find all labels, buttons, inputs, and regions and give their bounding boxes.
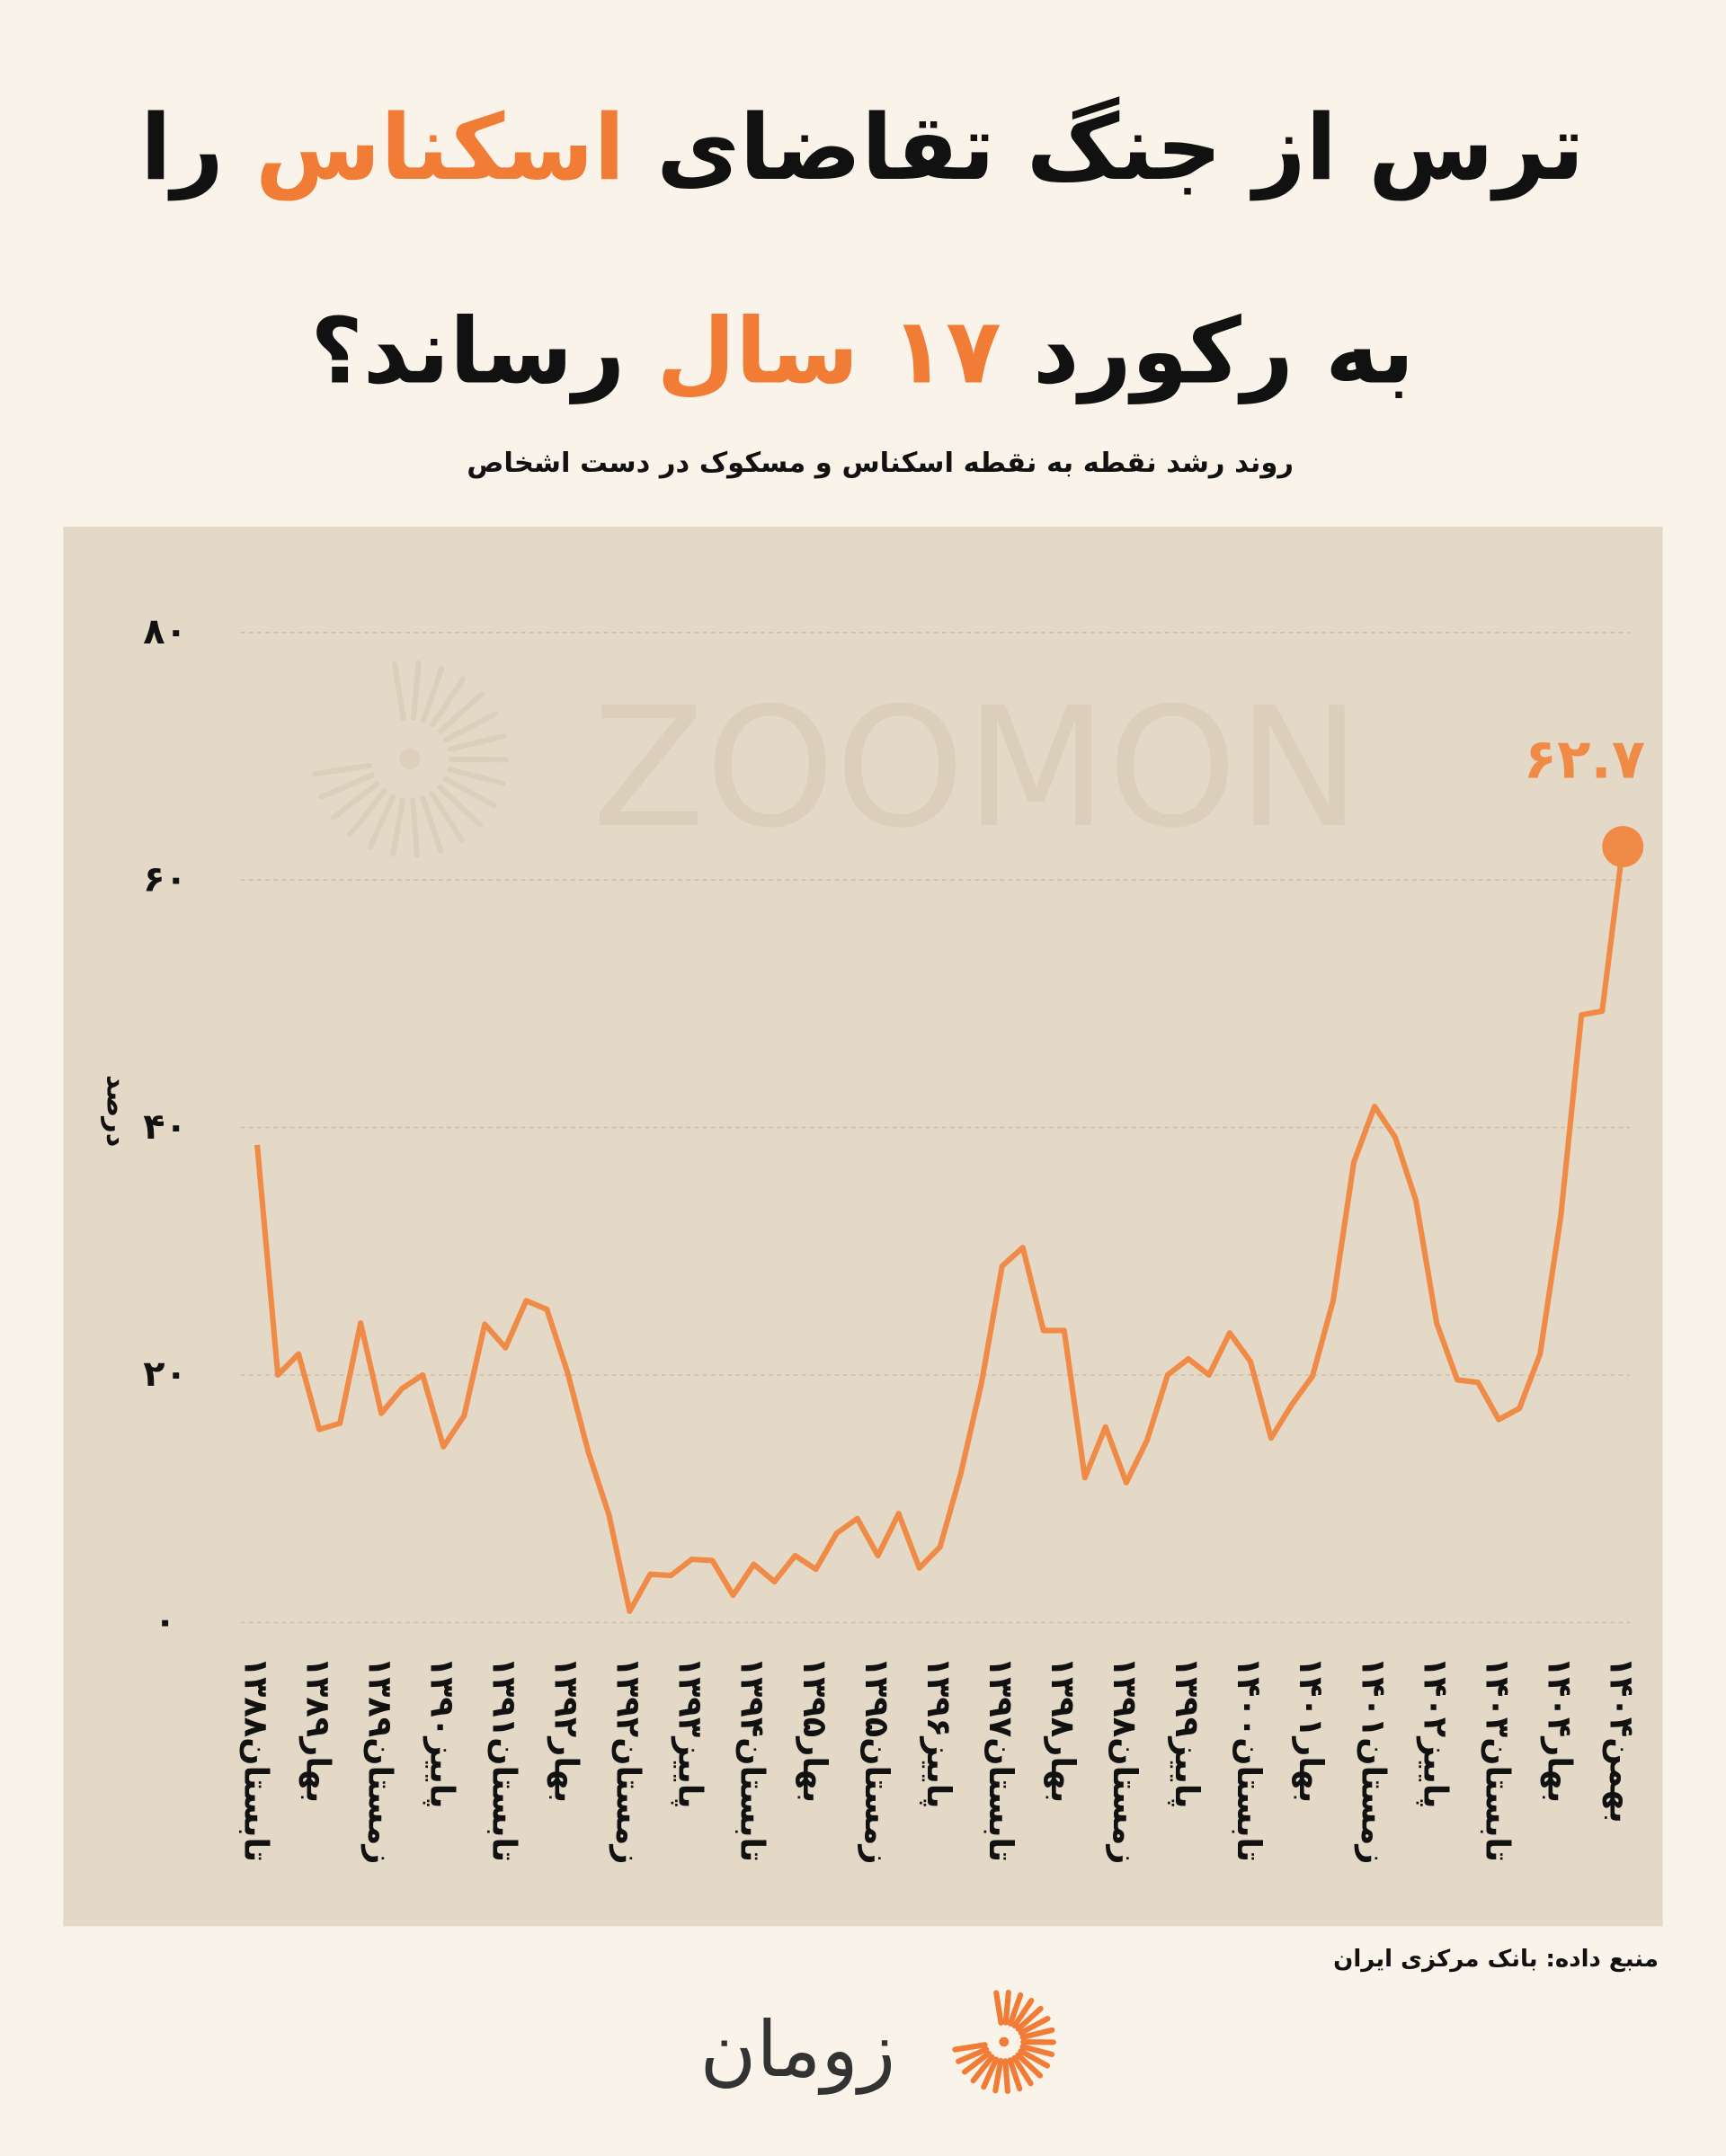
logo-ray [330, 781, 380, 821]
logo-ray [392, 661, 406, 722]
logo-ray [1019, 2044, 1055, 2057]
y-tick-label: ۴۰ [143, 1106, 187, 1148]
y-tick-label: ۶۰ [143, 858, 187, 900]
logo-ray [437, 691, 485, 734]
plot-area [63, 527, 1663, 1927]
logo-ray [1018, 2016, 1051, 2036]
x-tick-label: زمستان۱۴۰۱ [1354, 1657, 1392, 1865]
x-tick-label: پاییز۱۴۰۲ [1416, 1657, 1455, 1809]
data-label: ۶۲.۷ [1524, 728, 1645, 792]
logo-ray [443, 776, 497, 809]
x-tick-label: تابستان۱۳۸۸ [236, 1657, 275, 1862]
logo-ray [312, 762, 372, 777]
y-tick-label: ۸۰ [143, 611, 187, 652]
logo-ray [1015, 2052, 1044, 2079]
x-tick-label: تابستان۱۴۰۰ [1230, 1657, 1268, 1862]
logo-ray [993, 1990, 1004, 2026]
logo-dot [999, 2036, 1010, 2047]
x-tick-label: زمستان۱۳۸۹ [360, 1657, 399, 1865]
x-tick-label: بهار۱۳۹۲ [547, 1657, 586, 1804]
logo-ray [411, 660, 422, 721]
logo-ray [1015, 2005, 1044, 2032]
logo-ray [962, 2050, 992, 2075]
source: منبع داده: بانک مرکزی ایران [1333, 1946, 1659, 1973]
title-segment: ترس از جنگ تقاضای [625, 94, 1584, 201]
title-segment: ۱۷ سال [656, 297, 1001, 404]
logo-ray [421, 665, 445, 723]
data-line [254, 846, 1626, 1615]
logo-ray [390, 796, 406, 857]
logo-ray [368, 794, 396, 850]
x-tick-label: بهار۱۴۰۴ [1540, 1657, 1579, 1804]
logo-ray [448, 756, 510, 763]
title-segment: به رکورد [1001, 297, 1415, 404]
x-tick-label: پاییز۱۳۹۶ [920, 1657, 958, 1809]
x-tick-label: زمستان۱۳۹۸ [1106, 1657, 1144, 1865]
logo-ray [1002, 2058, 1010, 2094]
watermark: ZOOMON [592, 673, 1361, 865]
x-tick-label: بهار۱۳۹۸ [1044, 1657, 1082, 1804]
logo-ray [981, 2056, 1000, 2090]
data-point [1602, 826, 1644, 867]
decoration [312, 660, 1056, 2094]
x-tick-label: تابستان۱۳۹۱ [485, 1657, 524, 1862]
logo-ray [429, 791, 465, 843]
x-tick-label: بهمن۱۴۰۴ [1602, 1657, 1641, 1823]
title-segment: اسکناس [255, 94, 625, 201]
subtitle: روند رشد نقطه به نقطه اسکناس و مسکوک در … [467, 448, 1294, 479]
x-tick-label: پاییز۱۳۹۳ [672, 1657, 710, 1809]
logo-ray [437, 784, 484, 828]
logo-ray [410, 797, 420, 858]
logo-ray [1007, 1992, 1024, 2027]
logo-ray [956, 2046, 990, 2064]
logo-dot [399, 749, 421, 770]
x-tick-label: تابستان۱۳۹۴ [734, 1657, 772, 1862]
logo-ray [447, 767, 506, 786]
logo-ray [447, 733, 506, 752]
x-tick-label: تابستان۱۳۹۷ [982, 1657, 1020, 1862]
logo-ray [443, 711, 498, 743]
logo-ray [1007, 2057, 1023, 2092]
x-tick-label: زمستان۱۳۹۵ [858, 1657, 896, 1865]
y-tick-label: ۲۰ [143, 1353, 187, 1395]
title-segment: رساند؟ [310, 297, 656, 404]
title-line: به رکورد ۱۷ سال رساند؟ [310, 297, 1414, 404]
x-tick-label: زمستان۱۳۹۲ [609, 1657, 648, 1865]
x-tick-label: بهار۱۳۹۵ [796, 1657, 834, 1804]
x-tick-label: پاییز۱۳۹۰ [423, 1657, 461, 1809]
x-tick-label: بهار۱۳۸۹ [298, 1657, 337, 1804]
logo-ray [952, 2042, 988, 2053]
brand: زومان [700, 2005, 896, 2095]
logo-ray [318, 772, 375, 800]
y-axis-title: درصد [100, 1075, 131, 1148]
y-tick-label: ۰ [154, 1601, 175, 1643]
x-tick-label: بهار۱۴۰۱ [1292, 1657, 1330, 1804]
logo-ray [992, 2057, 1004, 2094]
logo-ray [420, 795, 443, 854]
logo-ray [970, 2054, 995, 2084]
logo-ray [1002, 1990, 1011, 2026]
title-segment: را [140, 94, 255, 201]
logo-ray [1019, 2027, 1055, 2040]
logo-ray [347, 788, 387, 838]
x-tick-label: تابستان۱۴۰۳ [1478, 1657, 1517, 1862]
logo-ray [1011, 2054, 1034, 2087]
logo-ray [1018, 2048, 1051, 2069]
logo-ray [430, 676, 467, 728]
x-tick-label: پاییز۱۳۹۹ [1168, 1657, 1206, 1809]
title-line: ترس از جنگ تقاضای اسکناس را [140, 94, 1584, 201]
logo-ray [1011, 1998, 1035, 2029]
